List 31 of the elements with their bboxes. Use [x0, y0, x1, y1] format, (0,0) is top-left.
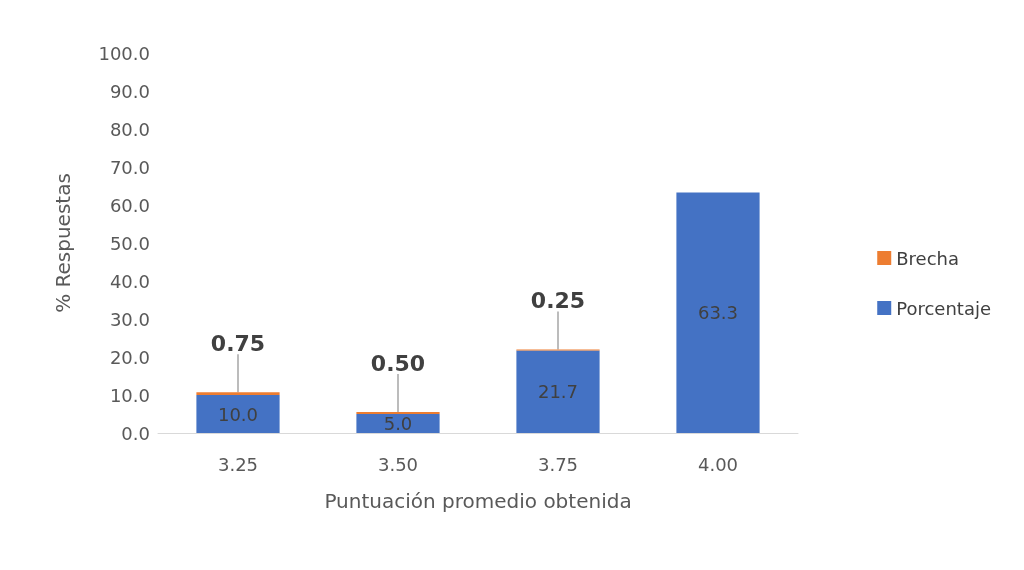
legend-label: Brecha: [896, 247, 959, 269]
data-label: 0.50: [370, 350, 426, 376]
x-tick-label: 3.25: [217, 453, 259, 475]
x-tick-label: 3.75: [537, 453, 579, 475]
bar: [196, 392, 280, 395]
bar: [676, 192, 760, 433]
y-tick-label: 90.0: [109, 80, 150, 102]
legend-label: Porcentaje: [896, 297, 992, 319]
y-tick-label: 20.0: [109, 346, 150, 368]
y-tick-label: 40.0: [109, 270, 150, 292]
bar: [516, 350, 600, 433]
data-label: 0.75: [210, 330, 266, 356]
data-label: 5.0: [383, 413, 413, 434]
y-tick-label: 100.0: [98, 42, 150, 64]
data-label: 10.0: [217, 403, 259, 425]
x-tick-label: 3.50: [377, 453, 419, 475]
y-tick-label: 80.0: [109, 118, 150, 140]
data-label: 0.25: [530, 288, 586, 314]
y-tick-label: 30.0: [109, 308, 150, 330]
data-label: 21.7: [537, 381, 579, 403]
data-label: 63.3: [697, 302, 739, 324]
x-axis-title: Puntuación promedio obtenida: [324, 489, 632, 513]
y-tick-label: 70.0: [109, 156, 150, 178]
y-tick-label: 0.0: [121, 422, 150, 444]
y-tick-label: 50.0: [109, 232, 150, 254]
y-tick-label: 10.0: [109, 384, 150, 406]
bar: [196, 395, 280, 433]
y-axis-title: % Respuestas: [51, 173, 75, 313]
bar: [356, 414, 440, 433]
x-tick-label: 4.00: [697, 453, 739, 475]
y-tick-label: 60.0: [109, 194, 150, 216]
